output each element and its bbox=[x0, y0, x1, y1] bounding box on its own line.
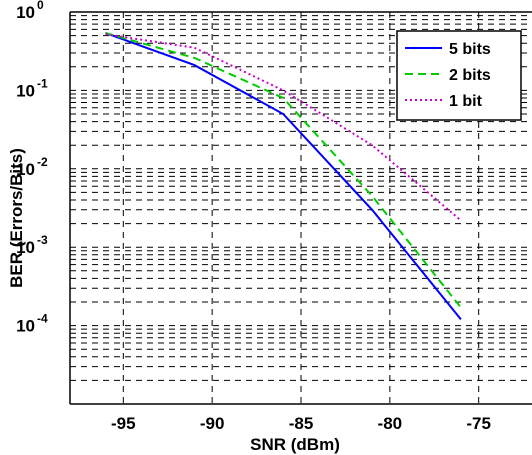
x-tick-label-4: -75 bbox=[466, 414, 491, 433]
x-tick-label-3: -80 bbox=[378, 414, 403, 433]
x-tick-label-1: -90 bbox=[200, 414, 225, 433]
y-tick-exponent-2: -2 bbox=[37, 155, 48, 169]
series-line-2 bbox=[105, 32, 462, 309]
legend: 5 bits 2 bits 1 bit bbox=[396, 30, 522, 121]
y-tick-exponent-4: -4 bbox=[37, 312, 48, 326]
legend-label-2: 2 bits bbox=[449, 67, 491, 84]
plot-lines bbox=[105, 32, 462, 321]
y-tick-label-2: 10 bbox=[16, 160, 35, 179]
y-tick-exponent-3: -3 bbox=[37, 233, 48, 247]
legend-label-3: 1 bit bbox=[449, 93, 483, 110]
axes bbox=[69, 11, 532, 405]
y-tick-exponent-1: -1 bbox=[37, 76, 48, 90]
y-tick-label-3: 10 bbox=[16, 238, 35, 257]
y-axis-label: BER (Errors/Bits) bbox=[7, 148, 26, 288]
y-tick-label-0: 10 bbox=[16, 3, 35, 22]
x-tick-label-2: -85 bbox=[289, 414, 314, 433]
x-tick-label-0: -95 bbox=[111, 414, 136, 433]
series-line-3 bbox=[105, 33, 462, 222]
x-axis-label: SNR (dBm) bbox=[250, 435, 340, 454]
y-tick-label-4: 10 bbox=[16, 317, 35, 336]
legend-label-1: 5 bits bbox=[449, 41, 491, 58]
y-tick-exponent-0: 0 bbox=[37, 0, 44, 12]
legend-box bbox=[396, 30, 522, 121]
x-tick-labels: -95 -90 -85 -80 -75 bbox=[111, 414, 491, 433]
y-tick-label-1: 10 bbox=[16, 81, 35, 100]
series-line-1 bbox=[105, 32, 462, 321]
